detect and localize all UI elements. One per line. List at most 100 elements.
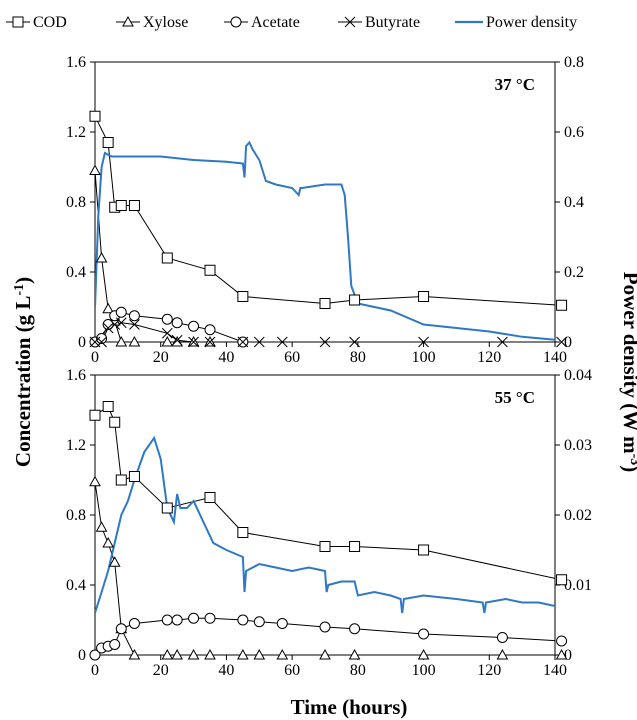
data-point-butyrate [418, 336, 429, 348]
data-point-xylose [496, 648, 509, 660]
legend: COD Xylose Acetate Butyrate Power density [6, 14, 577, 31]
data-point-acetate [349, 623, 361, 635]
data-point-butyrate [102, 322, 114, 334]
data-point-butyrate [497, 336, 508, 348]
data-point-acetate [128, 310, 140, 322]
data-point-xylose [276, 648, 289, 660]
data-point-acetate [319, 621, 331, 633]
data-point-acetate [89, 649, 101, 661]
y-left-tick-label: 1.2 [66, 124, 86, 141]
x-tick-label: 40 [218, 349, 234, 366]
data-point-xylose [89, 475, 101, 487]
y-right-tick-label: 0.02 [564, 507, 592, 524]
data-point-xylose [108, 556, 121, 567]
data-point-xylose [253, 648, 266, 660]
panel-55c: 0 0.4 0.8 1.2 1.6 0 0.01 0.02 0.03 0.04 0 20 40 60 80 1… [66, 367, 592, 679]
y-right-tick-label: 0.04 [564, 367, 592, 384]
legend-marker-square [12, 16, 24, 28]
legend-item-cod: COD [6, 14, 67, 31]
y-left-tick-label: 0.8 [66, 194, 86, 211]
x-tick-label: 120 [477, 662, 501, 679]
data-point-acetate [171, 317, 183, 329]
data-point-butyrate [171, 334, 183, 346]
data-point-cod [161, 502, 173, 514]
data-point-xylose [348, 648, 361, 660]
data-point-cod [556, 299, 568, 311]
data-point-cod [109, 416, 121, 428]
data-point-acetate [161, 313, 173, 325]
data-point-acetate [556, 635, 568, 647]
data-point-cod [102, 137, 114, 148]
data-point-cod [349, 541, 361, 552]
x-tick-label: 60 [284, 662, 300, 679]
x-tick-label: 20 [153, 662, 169, 679]
data-point-xylose [319, 648, 331, 660]
data-point-butyrate [109, 319, 121, 330]
legend-label: Power density [486, 14, 577, 31]
series-line-power-density [95, 435, 555, 614]
y-axis-right-title: Power density (W m-3) [619, 272, 637, 472]
x-axis-title: Time (hours) [291, 695, 408, 719]
y-left-tick-label: 1.6 [66, 54, 86, 71]
data-point-xylose [417, 648, 430, 660]
y-left-tick-label: 0.4 [66, 577, 86, 594]
x-tick-label: 100 [412, 349, 436, 366]
y-left-tick-label: 1.2 [66, 437, 86, 454]
data-point-acetate [109, 639, 121, 650]
data-point-cod [319, 541, 331, 552]
data-point-acetate [204, 612, 216, 624]
data-point-acetate [96, 333, 108, 344]
data-point-cod [115, 474, 127, 486]
y-left-tick-label: 0.8 [66, 507, 86, 524]
x-tick-label: 20 [153, 349, 169, 366]
data-point-xylose [204, 648, 216, 660]
y-right-tick-label: 0.6 [564, 124, 584, 141]
data-point-acetate [204, 324, 216, 336]
y-right-tick-label: 0.8 [564, 54, 584, 71]
data-point-acetate [496, 632, 508, 643]
series-line-xylose [95, 170, 210, 342]
x-tick-label: 80 [350, 349, 366, 366]
data-point-butyrate [129, 319, 140, 330]
y-left-tick-label: 1.6 [66, 367, 86, 384]
data-point-xylose [102, 302, 114, 314]
y-right-tick-label: 0.4 [564, 194, 584, 211]
data-point-butyrate [188, 336, 199, 348]
legend-item-acetate: Acetate [224, 14, 300, 31]
data-point-cod [418, 291, 430, 302]
data-point-acetate [115, 306, 127, 318]
data-point-xylose [555, 648, 568, 660]
data-point-cod [89, 110, 101, 122]
data-point-cod [237, 527, 249, 538]
y-left-tick-label: 0 [78, 334, 86, 351]
legend-marker-circle [230, 16, 242, 28]
data-point-cod [556, 574, 568, 586]
x-tick-label: 140 [543, 349, 567, 366]
data-point-butyrate [96, 336, 107, 348]
y-right-tick-label: 0 [564, 647, 572, 664]
data-point-cod [89, 409, 101, 421]
data-point-acetate [188, 612, 200, 624]
data-point-acetate [128, 618, 140, 629]
legend-label: Xylose [143, 14, 188, 31]
y-axis-left-title: Concentration (g L-1) [11, 277, 35, 467]
data-point-butyrate [115, 317, 127, 329]
data-point-cod [128, 200, 140, 211]
data-point-butyrate [253, 336, 265, 348]
x-tick-label: 60 [284, 349, 300, 366]
data-point-cod [319, 298, 331, 309]
data-point-xylose [161, 648, 174, 660]
data-point-butyrate [556, 336, 567, 348]
data-point-cod [102, 401, 114, 412]
data-point-acetate [115, 623, 127, 635]
x-tick-label: 100 [412, 662, 436, 679]
panel-label: 37 °C [495, 75, 535, 94]
data-point-butyrate [161, 327, 173, 339]
data-point-cod [237, 291, 249, 302]
legend-marker-triangle [122, 15, 134, 27]
data-point-cod [204, 492, 216, 503]
data-point-xylose [115, 335, 128, 347]
data-point-xylose [95, 521, 108, 532]
data-point-acetate [161, 614, 173, 626]
data-point-acetate [276, 618, 288, 629]
